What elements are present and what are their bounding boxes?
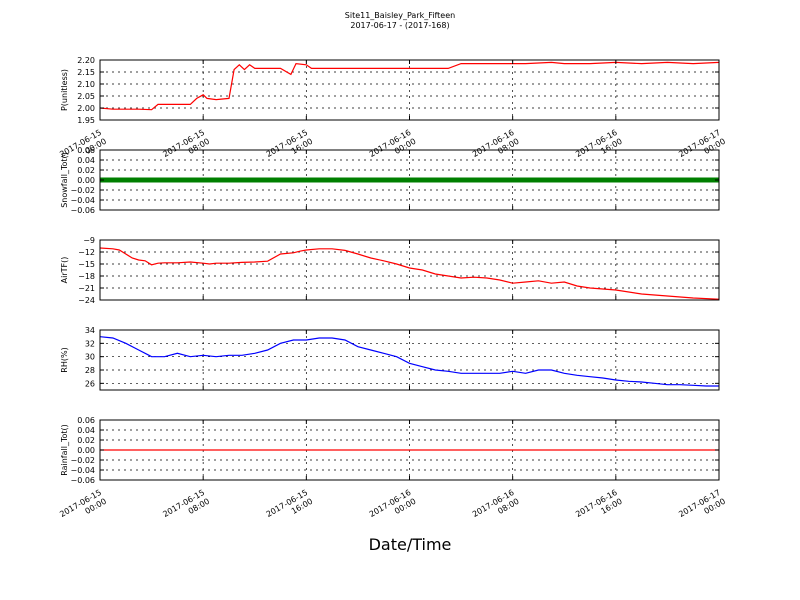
chart-panel-4: 26 28 30 32 34 RH(%) — [60, 326, 720, 391]
y-tick-label: −21 — [78, 284, 95, 293]
data-series — [99, 61, 720, 111]
y-tick-label: 30 — [85, 353, 95, 362]
x-tick-label: 2017-06-1700:00 — [677, 128, 727, 168]
y-tick-label: 0.00 — [77, 176, 95, 185]
y-tick-label: 0.06 — [77, 416, 95, 425]
x-tick-label: 2017-06-1600:00 — [368, 488, 418, 528]
y-tick-label: −0.04 — [70, 196, 95, 205]
y-tick-label: 2.10 — [77, 80, 95, 89]
x-tick-label: 2017-06-1616:00 — [574, 128, 624, 168]
y-tick-label: 0.04 — [77, 156, 95, 165]
y-tick-label: −0.04 — [70, 466, 95, 475]
y-tick-label: −0.06 — [70, 476, 95, 485]
x-tick-label: 2017-06-1516:00 — [265, 128, 315, 168]
chart-panel-5: −0.06−0.04−0.020.000.020.040.06 Rainfall_… — [58, 416, 727, 528]
y-tick-label: 0.02 — [77, 436, 95, 445]
x-tick-label: 2017-06-1600:00 — [368, 128, 418, 168]
chart-panel-2: −0.06−0.04−0.020.000.020.040.06 Snowfall_… — [60, 146, 720, 215]
y-tick-label: −24 — [78, 296, 95, 305]
x-tick-label: 2017-06-1508:00 — [161, 128, 211, 168]
y-tick-label: 0.02 — [77, 166, 95, 175]
y-axis-title: AirTF() — [60, 257, 69, 284]
x-tick-label: 2017-06-1500:00 — [58, 488, 108, 528]
data-series — [99, 247, 720, 300]
x-axis-title: Date/Time — [368, 535, 452, 554]
y-tick-label: −12 — [78, 248, 95, 257]
y-axis-title: P(unitless) — [60, 69, 69, 111]
y-tick-label: 32 — [85, 339, 95, 348]
y-tick-label: −15 — [78, 260, 95, 269]
y-tick-label: 2.00 — [77, 104, 95, 113]
y-tick-label: 0.04 — [77, 426, 95, 435]
y-axis-title: Rainfall_Tot() — [60, 424, 69, 476]
x-tick-label: 2017-06-1608:00 — [471, 128, 521, 168]
x-tick-label: 2017-06-1608:00 — [471, 488, 521, 528]
y-tick-label: 2.05 — [77, 92, 95, 101]
x-tick-label: 2017-06-1508:00 — [161, 488, 211, 528]
y-tick-label: 26 — [85, 379, 95, 388]
y-tick-label: −9 — [83, 236, 95, 245]
x-tick-label: 2017-06-1616:00 — [574, 488, 624, 528]
y-tick-label: 2.15 — [77, 68, 95, 77]
data-series — [99, 336, 719, 387]
y-tick-label: 2.20 — [77, 56, 95, 65]
y-tick-label: 1.95 — [77, 116, 95, 125]
y-tick-label: 28 — [85, 366, 95, 375]
x-tick-label: 2017-06-1516:00 — [265, 488, 315, 528]
y-tick-label: −18 — [78, 272, 95, 281]
y-tick-label: 0.06 — [77, 146, 95, 155]
y-axis-title: Snowfall_Tot() — [60, 152, 69, 208]
y-tick-label: −0.02 — [70, 456, 95, 465]
chart-panel-3: −24 −21 −18 −15 −12 −9 AirTF() — [60, 236, 720, 305]
chart-title: Site11_Baisley_Park_Fifteen — [344, 11, 456, 20]
y-tick-label: 34 — [85, 326, 95, 335]
y-tick-label: 0.00 — [77, 446, 95, 455]
y-tick-label: −0.06 — [70, 206, 95, 215]
chart-subtitle: 2017-06-17 - (2017-168) — [350, 21, 450, 30]
y-tick-label: −0.02 — [70, 186, 95, 195]
x-tick-label: 2017-06-1700:00 — [677, 488, 727, 528]
chart-panel-1: 1.95 2.00 2.05 2.10 2.15 2.20 P(unitless) 2017-… — [58, 56, 727, 168]
y-axis-title: RH(%) — [60, 347, 69, 372]
